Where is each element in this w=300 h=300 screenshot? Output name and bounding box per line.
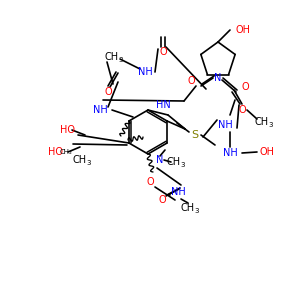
Text: O: O (187, 76, 195, 86)
Text: OH: OH (235, 25, 250, 35)
Text: 3: 3 (269, 122, 273, 128)
Text: 3: 3 (119, 57, 123, 63)
Text: O: O (159, 47, 167, 57)
Text: CH: CH (181, 203, 195, 213)
Text: NH: NH (218, 120, 232, 130)
Text: CH: CH (255, 117, 269, 127)
Text: O: O (158, 195, 166, 205)
Text: CH: CH (73, 155, 87, 165)
Text: 3: 3 (195, 208, 199, 214)
Text: OH: OH (260, 147, 275, 157)
Text: CH: CH (167, 157, 181, 167)
Text: NH: NH (138, 67, 152, 77)
Text: CH₂: CH₂ (60, 149, 72, 155)
Text: N: N (156, 155, 164, 165)
Text: NH: NH (223, 148, 237, 158)
Text: HO: HO (60, 125, 75, 135)
Text: 3: 3 (181, 162, 185, 168)
Text: S: S (191, 130, 199, 140)
Text: O: O (104, 87, 112, 97)
Text: O: O (146, 177, 154, 187)
Text: N: N (214, 73, 222, 83)
Text: NH: NH (93, 105, 107, 115)
Text: NH: NH (171, 187, 185, 197)
Text: O: O (238, 105, 246, 115)
Text: 3: 3 (87, 160, 91, 166)
Text: HO: HO (48, 147, 63, 157)
Text: HN: HN (156, 100, 170, 110)
Text: CH: CH (105, 52, 119, 62)
Text: O: O (241, 82, 249, 92)
